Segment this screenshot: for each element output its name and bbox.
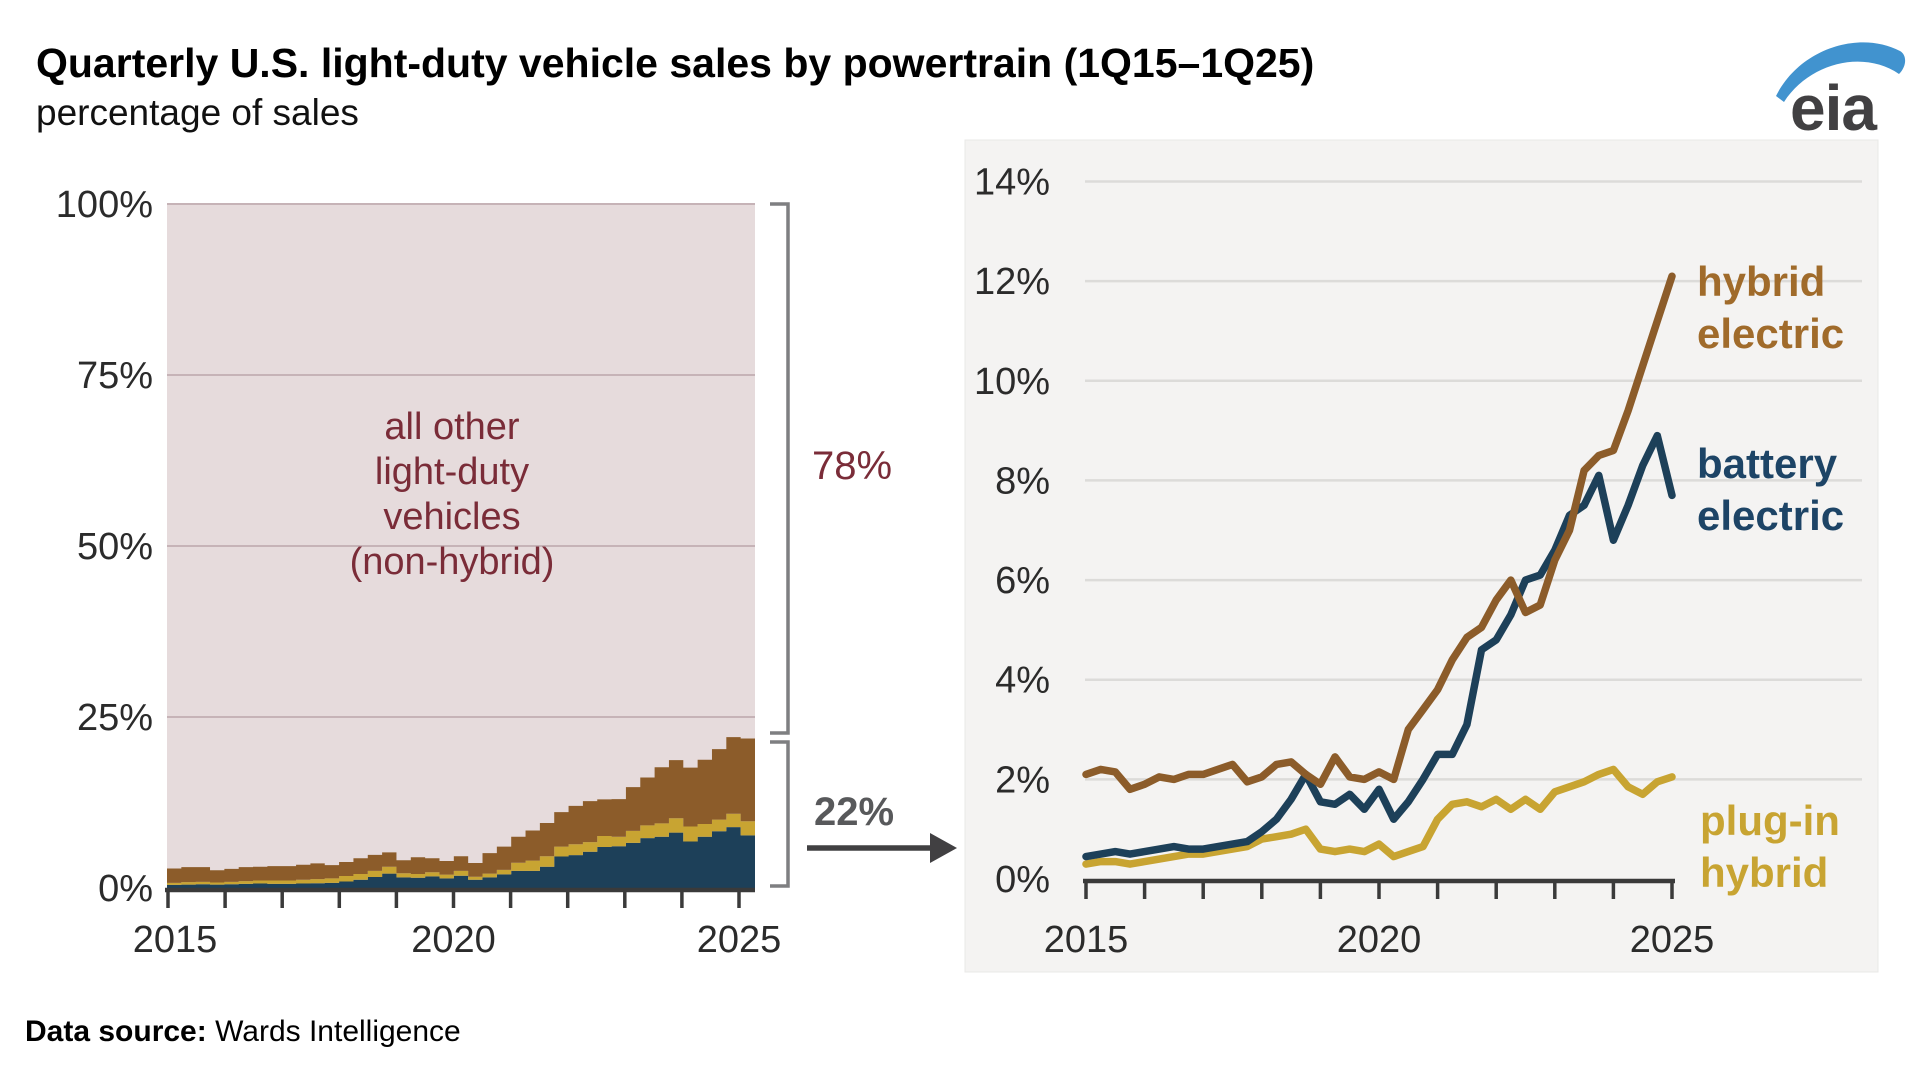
bracket-78 — [770, 202, 790, 735]
left-area-battery-electric — [167, 827, 755, 888]
series-label-hybrid-electric: hybrid electric — [1697, 258, 1845, 357]
axis-tick-label: 2020 — [1337, 919, 1422, 961]
axis-tick-label: 75% — [77, 355, 153, 397]
series-label-battery-electric: battery electric — [1697, 440, 1845, 539]
series-label-plug-in-hybrid: plug-in hybrid — [1700, 797, 1840, 896]
axis-tick-label: 4% — [995, 660, 1050, 702]
eia-logo-swoosh-icon — [1776, 42, 1906, 102]
eia-logo-text: eia — [1790, 72, 1877, 136]
share-brackets — [770, 202, 957, 888]
bracket-22 — [770, 740, 790, 888]
axis-tick-label: 2% — [995, 759, 1050, 801]
axis-tick-label: 14% — [974, 162, 1050, 204]
axis-tick-label: 0% — [98, 868, 153, 910]
axis-tick-label: 2020 — [411, 919, 496, 961]
axis-tick-label: 25% — [77, 697, 153, 739]
eia-logo: eia — [1776, 42, 1906, 136]
right-line-chart: 0% 2% 4% 6% 8% 10% 12% 14% 2015 2020 2025 — [964, 139, 1879, 973]
right-chart-panel — [964, 139, 1879, 973]
line-hybrid-electric — [1082, 272, 1676, 794]
axis-tick-label: 2025 — [1630, 919, 1715, 961]
data-source-value: Wards Intelligence — [206, 1015, 461, 1048]
axis-tick-label: 12% — [974, 261, 1050, 303]
left-stacked-area-chart: 2015 2020 2025 0% 25% 50% 75% 100% — [56, 184, 781, 961]
axis-tick-label: 8% — [995, 460, 1050, 502]
data-source-label: Data source: — [25, 1015, 207, 1048]
line-plug-in-hybrid — [1082, 765, 1676, 868]
annotation-22-percent: 22% — [813, 790, 895, 834]
data-source-line: Data source: Wards Intelligence — [25, 1015, 461, 1049]
axis-tick-label: 50% — [77, 526, 153, 568]
left-area-hybrid-electric — [167, 737, 755, 883]
page-subtitle: percentage of sales — [36, 92, 359, 133]
page-title: Quarterly U.S. light-duty vehicle sales … — [36, 40, 1315, 86]
left-chart-other-area-label: all other light-duty vehicles (non-hybri… — [349, 406, 555, 583]
axis-tick-label: 2025 — [697, 919, 782, 961]
axis-tick-label: 0% — [995, 859, 1050, 901]
axis-tick-label: 10% — [974, 361, 1050, 403]
axis-tick-label: 2015 — [133, 919, 218, 961]
annotation-78-percent: 78% — [811, 444, 893, 488]
axis-tick-label: 6% — [995, 560, 1050, 602]
axis-tick-label: 2015 — [1044, 919, 1129, 961]
arrow-22-head-icon — [930, 833, 957, 863]
axis-tick-label: 100% — [56, 184, 153, 226]
